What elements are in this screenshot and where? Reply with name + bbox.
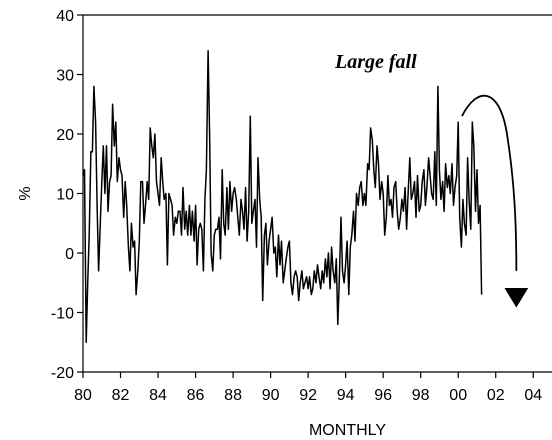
x-axis-ticks: 80 82 84 86 88 90 92 94 96 98 00 02 04 [74,372,542,404]
y-tick-label: -20 [51,365,74,382]
x-tick-label: 86 [187,387,205,404]
x-tick-label: 00 [449,387,467,404]
x-tick-label: 94 [337,387,355,404]
x-tick-label: 84 [149,387,167,404]
x-tick-label: 80 [74,387,92,404]
y-tick-label: -10 [51,306,74,323]
x-tick-label: 04 [524,387,542,404]
x-tick-label: 02 [487,387,505,404]
x-tick-label: 90 [262,387,280,404]
y-tick-label: 20 [56,127,74,144]
y-tick-label: 40 [56,8,74,25]
annotation-arrow [461,94,518,271]
y-axis-title: % [17,186,34,200]
x-axis-title: MONTHLY [309,422,386,439]
y-axis-ticks: -20 -10 0 10 20 30 40 [51,8,83,382]
x-tick-label: 92 [299,387,317,404]
x-tick-label: 88 [224,387,242,404]
y-tick-label: 30 [56,68,74,85]
y-tick-label: 0 [65,246,74,263]
x-tick-label: 98 [412,387,430,404]
y-tick-label: 10 [56,187,74,204]
annotation-label: Large fall [334,51,417,73]
annotation-arrowhead [504,288,529,308]
series-line [82,49,483,344]
x-tick-label: 96 [374,387,392,404]
plot-area: -20 -10 0 10 20 30 40 80 82 84 86 88 90 92 94 96 98 00 02… [51,8,552,404]
x-tick-label: 82 [112,387,130,404]
